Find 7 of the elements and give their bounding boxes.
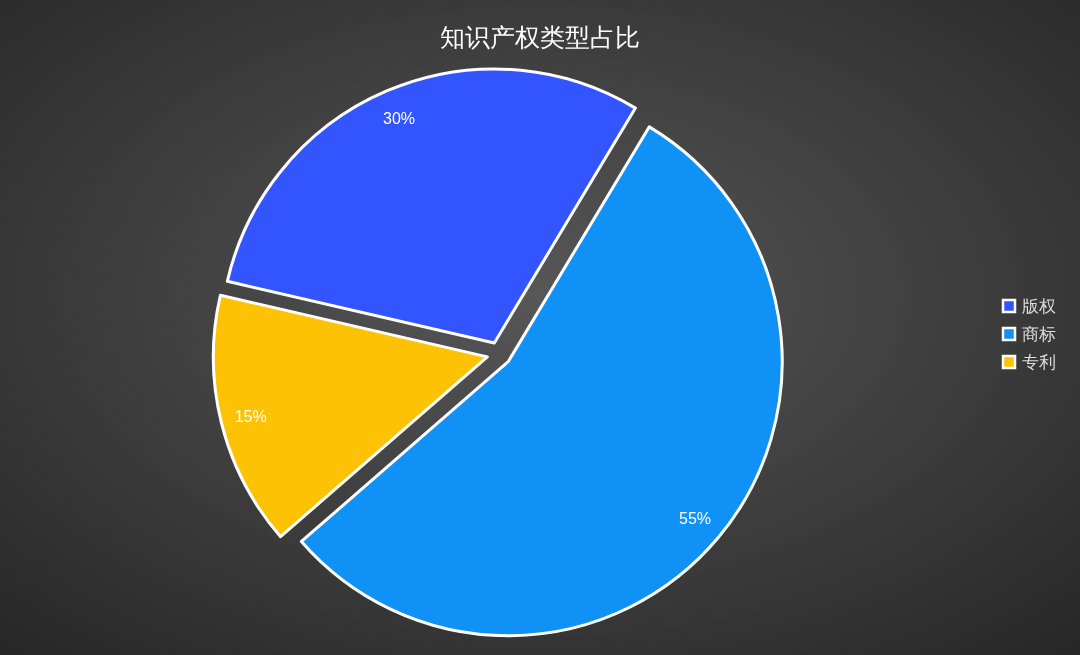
legend-label: 专利 [1022,353,1056,372]
chart-title: 知识产权类型占比 [440,23,640,51]
legend-label: 商标 [1022,325,1056,344]
data-label: 15% [234,407,267,425]
data-label: 30% [383,110,416,128]
legend-label: 版权 [1022,297,1056,316]
data-label: 55% [678,510,712,528]
